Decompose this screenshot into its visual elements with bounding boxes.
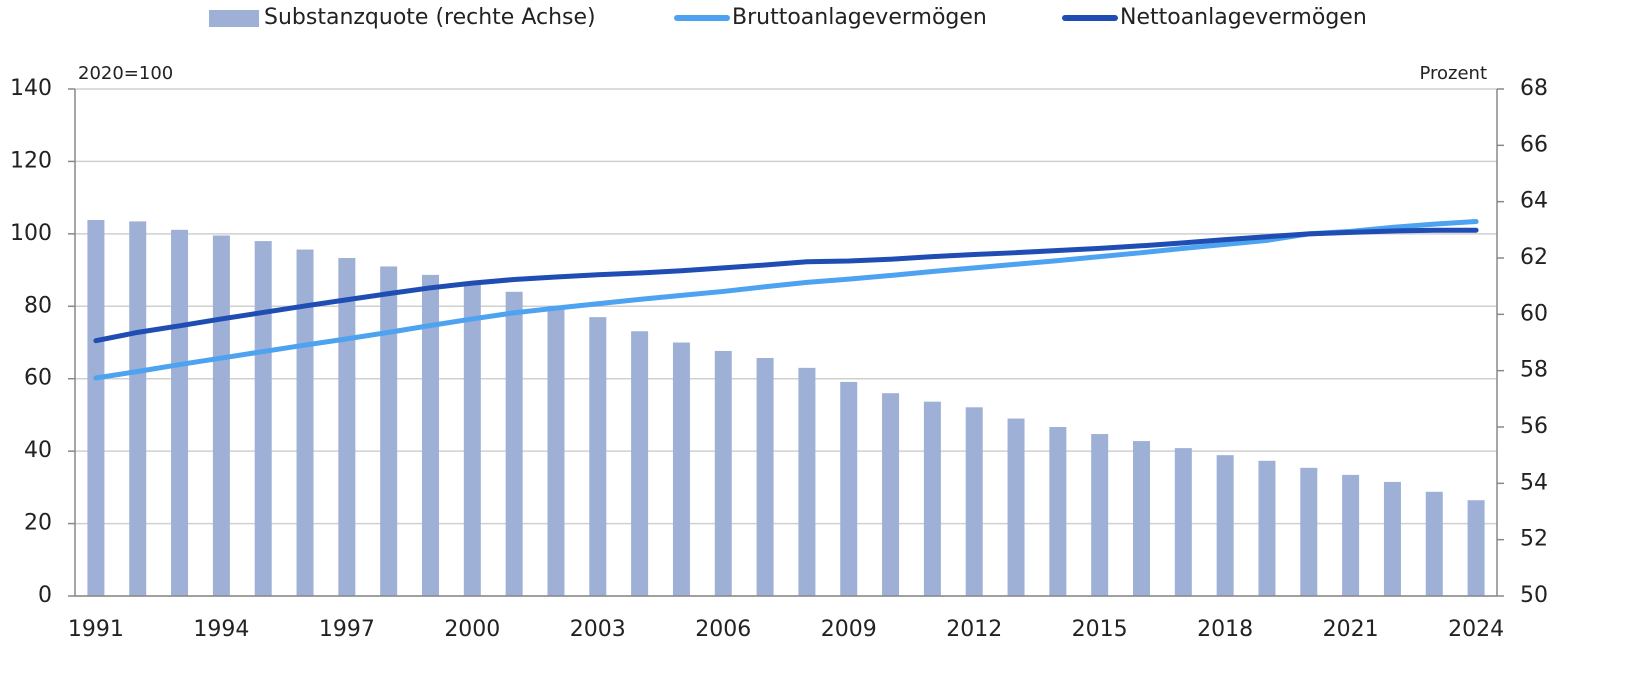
bar [798,367,816,596]
bar [296,249,314,597]
bar [1133,441,1150,596]
y2-tick-label: 62 [1520,245,1548,270]
bar [129,221,147,596]
line [93,227,1479,344]
y2-tick-label: 54 [1520,470,1548,495]
y2-tick-label: 58 [1520,358,1548,383]
y2-tick-label: 56 [1520,414,1548,439]
bar [1300,467,1318,596]
x-tick-label: 2006 [695,617,751,642]
y-tick-label: 40 [24,438,52,463]
legend-swatch [209,10,259,27]
line [93,219,1479,381]
bar [714,350,732,596]
bar [589,317,607,596]
bar [1383,481,1401,596]
y-tick-label: 100 [10,221,52,246]
x-tick-label: 2012 [946,617,1002,642]
bar [547,305,565,596]
bar [254,241,272,596]
bar [965,407,983,596]
bar [1425,491,1443,596]
bar [631,331,649,596]
y-tick-label: 140 [10,76,52,101]
y-tick-label: 60 [24,366,52,391]
x-tick-label: 2015 [1072,617,1128,642]
x-tick-label: 1997 [319,617,375,642]
y-tick-label: 120 [10,148,52,173]
x-tick-label: 2018 [1197,617,1253,642]
y2-tick-label: 64 [1520,189,1548,214]
bar [1091,434,1109,596]
bar [1216,455,1234,596]
legend-label: Nettoanlagevermögen [1120,5,1367,30]
bar [672,342,690,596]
bar [882,393,900,596]
bar [505,291,523,596]
bar [380,266,398,596]
bar [87,219,105,596]
x-tick-label: 1991 [68,617,124,642]
y-tick-label: 0 [38,583,52,608]
bar [840,381,858,596]
bar [422,274,439,596]
bar [923,401,941,596]
y2-tick-label: 68 [1520,76,1548,101]
bar [1258,460,1276,596]
y2-tick-label: 66 [1520,132,1548,157]
bar [212,235,230,596]
x-tick-label: 2009 [821,617,877,642]
bar [171,229,189,597]
x-tick-label: 2003 [570,617,626,642]
bar [338,258,356,596]
bar [1049,427,1067,596]
x-tick-label: 2024 [1448,617,1504,642]
y-tick-label: 20 [24,511,52,536]
bar [1174,448,1192,596]
y2-tick-label: 52 [1520,527,1548,552]
y2-unit-label: Prozent [1419,63,1487,84]
x-tick-label: 2000 [444,617,500,642]
x-tick-label: 1994 [193,617,249,642]
bar [756,357,774,596]
bar [1007,418,1025,596]
y-tick-label: 80 [24,293,52,318]
bar [1342,474,1360,596]
y2-tick-label: 50 [1520,583,1548,608]
x-tick-label: 2021 [1323,617,1379,642]
bar [1467,500,1485,596]
legend-label: Substanzquote (rechte Achse) [264,5,596,30]
y2-tick-label: 60 [1520,301,1548,326]
legend-label: Bruttoanlagevermögen [732,5,987,30]
y-unit-label: 2020=100 [78,63,173,84]
bar [463,283,481,596]
